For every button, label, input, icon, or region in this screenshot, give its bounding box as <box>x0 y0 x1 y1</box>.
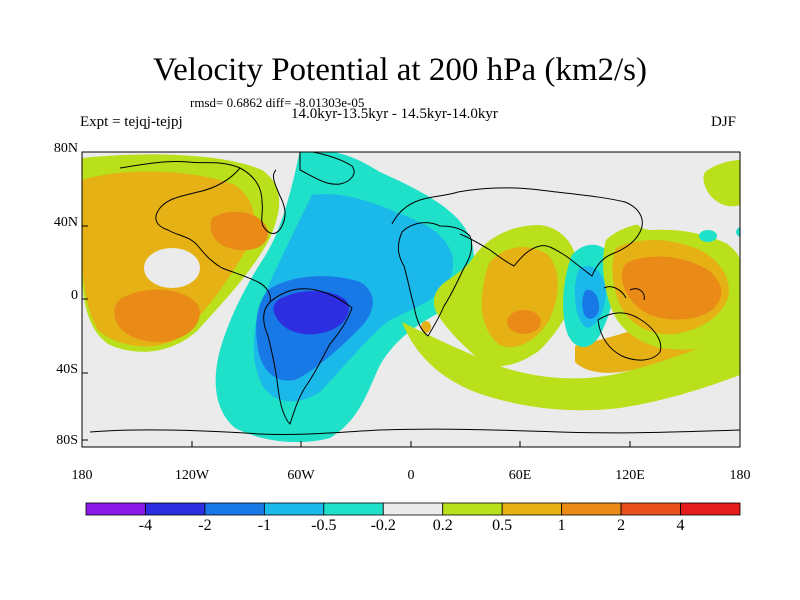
lon-label-180w: 180 <box>71 468 93 483</box>
colorbar-box <box>620 502 681 516</box>
colorbar-label: 1 <box>557 517 566 534</box>
colorbar-label: 2 <box>617 517 626 534</box>
coastlines <box>89 152 740 436</box>
negative-lobe-sa-center <box>273 291 349 335</box>
lon-label-120w: 120W <box>174 468 210 483</box>
lon-ticks <box>81 441 741 447</box>
lat-label-0: 0 <box>71 288 78 303</box>
colorbar-label: 4 <box>676 517 685 534</box>
figure-title: Velocity Potential at 200 hPa (km2/s) <box>152 52 648 88</box>
colorbar-label: -2 <box>198 517 212 534</box>
colorbar-box <box>501 502 563 516</box>
colorbar-label: 0.5 <box>492 517 513 534</box>
lon-label-180e: 180 <box>729 468 751 483</box>
colorbar-box <box>382 502 444 516</box>
colorbar-box <box>145 502 206 516</box>
lat-label-40s: 40S <box>56 362 78 377</box>
colorbar-box <box>204 502 265 516</box>
contour-field <box>82 152 740 447</box>
lat-ticks <box>82 151 88 441</box>
positive-lobe-east-pacific-center <box>114 289 200 343</box>
period-line: 14.0kyr-13.5kyr - 14.5kyr-14.0kyr <box>291 106 498 122</box>
season-label: DJF <box>711 114 737 130</box>
lat-label-80s: 80S <box>56 433 78 448</box>
colorbar-box <box>85 502 146 516</box>
lat-label-40n: 40N <box>53 215 78 230</box>
positive-lobe-nw-pacific <box>703 160 740 207</box>
colorbar-box <box>561 502 622 516</box>
colorbar-label: 0.2 <box>432 517 453 534</box>
lon-label-60w: 60W <box>287 468 315 483</box>
colorbar-box <box>680 502 741 516</box>
positive-lobe-indian-ocean-center <box>507 310 541 334</box>
neutral-hole-pacific <box>144 248 200 288</box>
lon-label-120e: 120E <box>615 468 645 483</box>
colorbar-label: -4 <box>138 517 153 534</box>
positive-band-southern <box>402 322 740 411</box>
neutral-gap-pacific <box>632 209 740 250</box>
colorbar-label: -1 <box>257 517 272 534</box>
colorbar <box>85 502 741 516</box>
colorbar-box <box>323 502 384 516</box>
colorbar-label: -0.2 <box>370 517 396 534</box>
lon-label-0: 0 <box>407 468 415 483</box>
colorbar-label: -0.5 <box>311 517 337 534</box>
colorbar-box <box>442 502 503 516</box>
negative-spot-ne-pacific <box>736 227 740 237</box>
negative-lobe-maritime-core <box>582 289 600 319</box>
experiment-label: Expt = tejqj-tejpj <box>80 114 183 130</box>
lat-label-80n: 80N <box>53 141 78 156</box>
negative-spot-north-pacific <box>699 230 717 242</box>
positive-lobe-na-center <box>210 211 269 251</box>
lon-label-60e: 60E <box>508 468 532 483</box>
stats-line: rmsd= 0.6862 diff= -8.01303e-05 <box>190 95 365 110</box>
positive-lobe-west-pacific-strong <box>622 256 722 320</box>
colorbar-box <box>263 502 325 516</box>
negative-lobe-north-africa <box>396 236 451 279</box>
positive-spot-atlantic <box>421 321 431 333</box>
